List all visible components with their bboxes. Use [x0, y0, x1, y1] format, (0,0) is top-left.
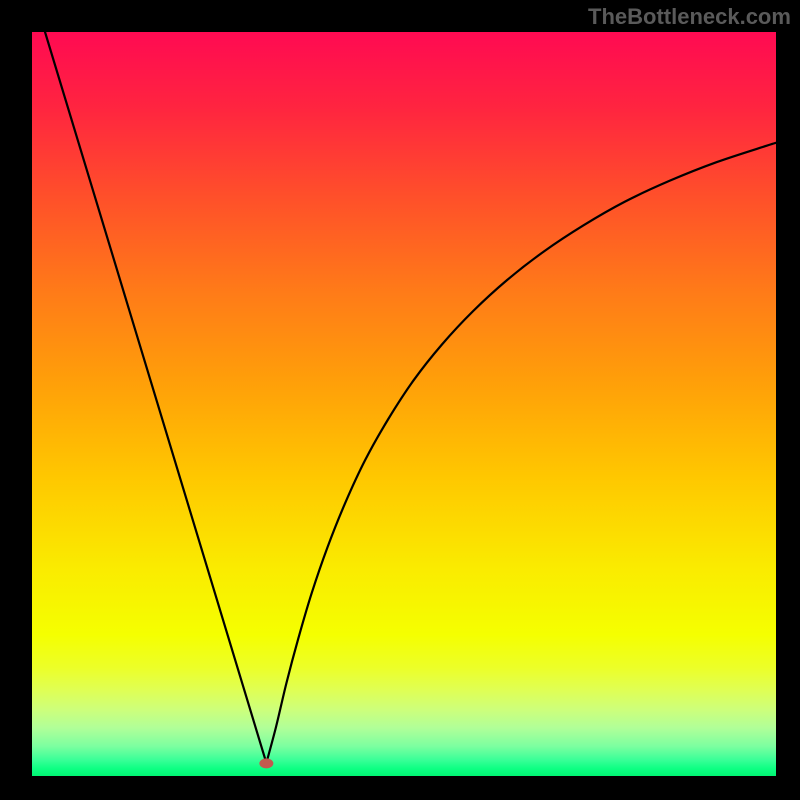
plot-background: [32, 32, 776, 776]
watermark-text: TheBottleneck.com: [588, 4, 791, 30]
bottleneck-chart: [0, 0, 800, 800]
minimum-marker: [259, 758, 273, 768]
chart-container: TheBottleneck.com: [0, 0, 800, 800]
